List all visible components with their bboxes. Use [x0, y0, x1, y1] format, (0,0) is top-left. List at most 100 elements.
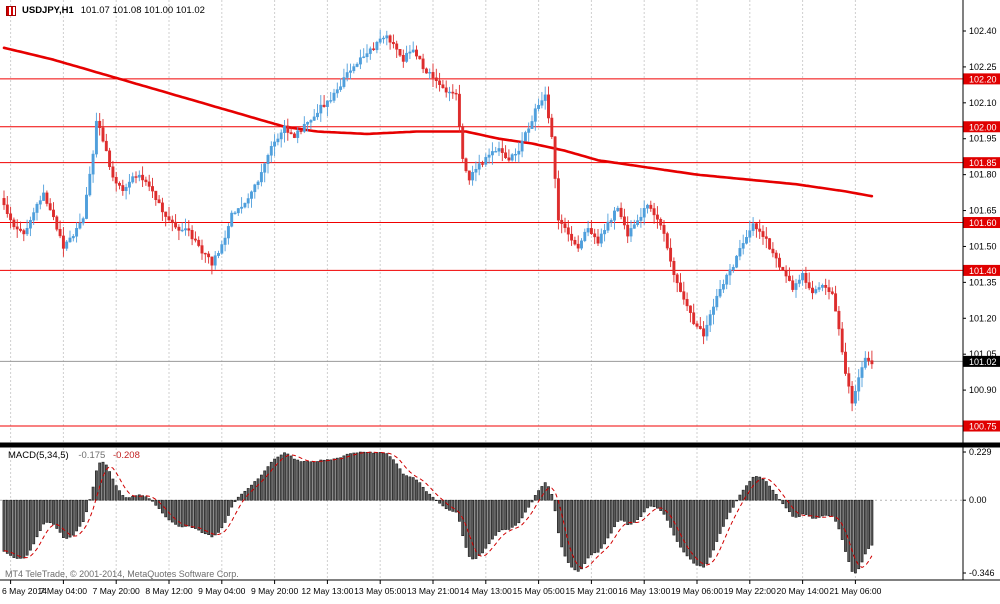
macd-bar [850, 499, 854, 572]
candle [751, 223, 755, 231]
candle [754, 223, 758, 230]
macd-bar [583, 499, 587, 564]
candle [137, 174, 141, 178]
macd-bar [187, 499, 191, 527]
price-tick-label: 101.05 [969, 349, 997, 359]
candle [471, 172, 475, 181]
time-tick-label: 6 May 2014 [2, 586, 47, 596]
candle [187, 228, 191, 231]
current-price-label: 101.02 [969, 357, 997, 367]
candle [761, 231, 765, 237]
macd-bar [708, 499, 712, 558]
time-tick-label: 20 May 14:00 [777, 586, 829, 596]
candle [401, 54, 405, 62]
candle [527, 128, 531, 133]
candle [596, 236, 600, 244]
candle [157, 199, 161, 204]
candle [589, 228, 593, 235]
candle [217, 253, 220, 256]
macd-bar [424, 491, 428, 501]
macd-bar [847, 499, 851, 562]
macd-bar [698, 499, 702, 567]
candle [570, 233, 574, 241]
macd-bar [745, 485, 748, 501]
candle [560, 219, 564, 224]
candle [332, 92, 336, 101]
candle [114, 176, 118, 184]
macd-bar [570, 499, 574, 568]
panel-separator [0, 442, 1000, 448]
candle [210, 256, 214, 266]
candle [556, 178, 560, 221]
candle [85, 194, 88, 219]
candle [243, 202, 247, 208]
macd-bar [157, 499, 161, 509]
macd-bar [25, 499, 29, 556]
macd-bar [530, 499, 534, 503]
candle [236, 208, 240, 214]
macd-bar [134, 495, 138, 501]
macd-bar [632, 499, 636, 523]
candle [75, 228, 79, 237]
macd-signal-line [3, 451, 873, 569]
macd-bar [375, 452, 379, 501]
macd-bar [167, 499, 171, 521]
candle [398, 49, 402, 56]
macd-bar [824, 499, 828, 516]
candle [322, 104, 326, 107]
time-tick-label: 12 May 13:00 [301, 586, 353, 596]
candle [405, 52, 409, 62]
price-tick-label: 101.65 [969, 206, 997, 216]
candle [223, 237, 227, 245]
macd-bar [735, 499, 739, 502]
candle [131, 176, 135, 183]
macd-bar [778, 499, 781, 501]
macd-bar [289, 455, 293, 501]
candle [385, 35, 389, 39]
candle [141, 174, 145, 181]
macd-bar [636, 499, 640, 520]
macd-bar [68, 499, 72, 538]
candle [632, 224, 636, 229]
candle [649, 204, 653, 209]
time-tick-label: 7 May 04:00 [40, 586, 88, 596]
macd-bar [490, 499, 494, 540]
candle [184, 228, 187, 231]
candle [68, 237, 72, 243]
macd-bar [250, 484, 253, 501]
candle [507, 157, 511, 161]
level-price-label-bg [963, 217, 1000, 229]
macd-bar [811, 499, 814, 519]
macd-bar [844, 499, 847, 552]
macd-bar [283, 452, 286, 501]
candle [147, 181, 151, 187]
candle [428, 72, 432, 74]
candle [811, 287, 814, 294]
macd-bar [448, 499, 451, 511]
candle [329, 100, 333, 102]
candle [688, 305, 692, 313]
macd-bar [240, 493, 244, 501]
candle [52, 209, 55, 218]
macd-bar [12, 499, 16, 558]
time-tick-label: 21 May 06:00 [829, 586, 881, 596]
candle [791, 280, 795, 290]
candle [662, 225, 666, 234]
macd-bar [721, 499, 725, 527]
macd-bar [441, 499, 445, 507]
macd-bar [52, 499, 55, 525]
level-price-label: 101.85 [969, 158, 997, 168]
macd-bar [2, 499, 6, 552]
time-tick-label: 19 May 22:00 [724, 586, 776, 596]
macd-bar [527, 499, 531, 508]
macd-bar [596, 499, 600, 553]
macd-bar [428, 493, 432, 501]
macd-bar [589, 499, 593, 556]
macd-bar [837, 499, 841, 530]
macd-bar [111, 478, 115, 501]
macd-bar [35, 499, 39, 538]
macd-bar [669, 499, 673, 528]
ma-line-layer [2, 46, 874, 198]
candle [824, 284, 828, 288]
